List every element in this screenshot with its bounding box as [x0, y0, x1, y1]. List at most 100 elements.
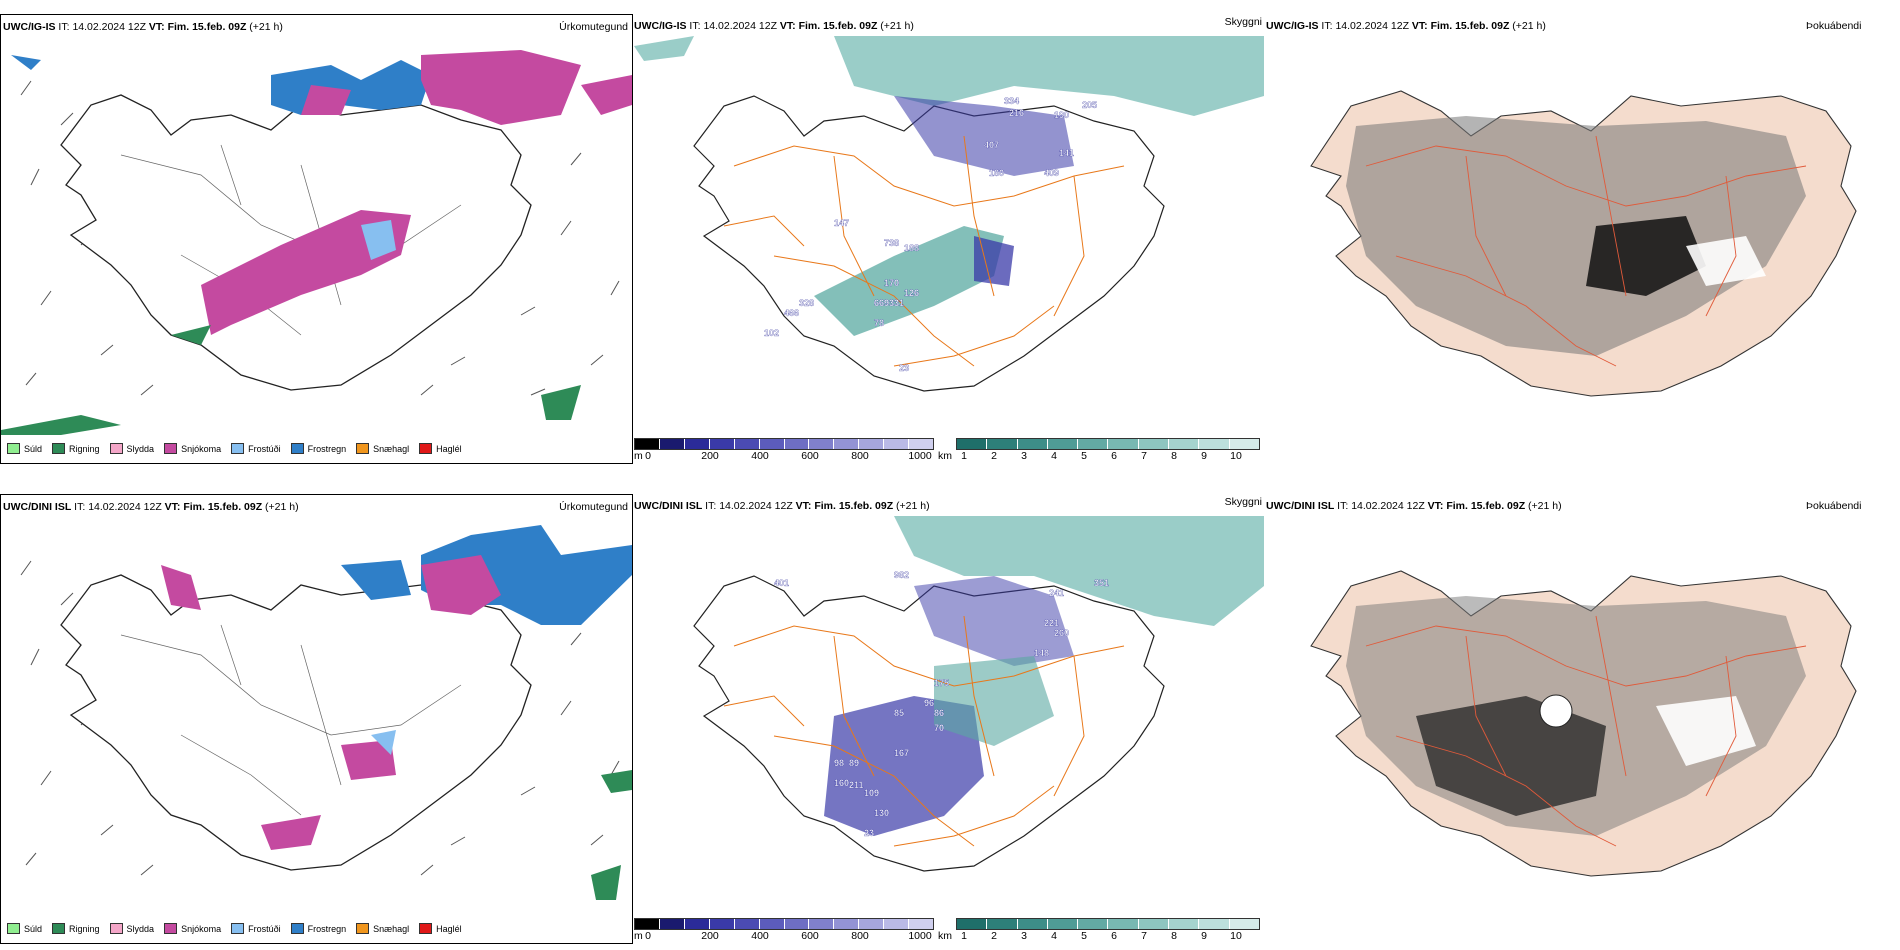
ceiling-scale-labels: 0 200 400 600 800 1000 [634, 930, 934, 942]
legend-swatch [419, 443, 433, 454]
scale-tick: 6 [1111, 930, 1117, 942]
precip-legend: Súld Rigning Slydda Snjókoma Frostúði Fr… [7, 443, 462, 454]
ceiling-scale-cells [634, 438, 934, 450]
legend-swatch [7, 443, 20, 454]
ceiling-value-label: 78 [874, 318, 884, 328]
param-label: Þokuábendi [1806, 500, 1862, 512]
scale-tick: 9 [1201, 930, 1207, 942]
it-label: IT: [689, 20, 701, 32]
legend-swatch [52, 443, 66, 454]
legend-swatch [356, 923, 370, 934]
model-name: UWC/IG-IS [634, 20, 687, 32]
legend-item: Frostúði [231, 923, 281, 934]
legend-swatch [231, 443, 245, 454]
scale-tick: 1 [961, 450, 967, 462]
legend-swatch [52, 923, 66, 934]
valid-time: Fim. 15.feb. 09Z [167, 21, 247, 33]
legend-label: Haglél [436, 443, 462, 454]
visibility-panel-bottom: UWC/DINI ISL IT: 14.02.2024 12Z VT: Fim.… [634, 494, 1326, 944]
lead-time: (+21 h) [249, 21, 283, 33]
legend-label: Rigning [69, 923, 100, 934]
vt-label: VT: [1427, 500, 1444, 512]
ceiling-value-label: 216 [1009, 108, 1024, 118]
ceiling-scale: 0 200 400 600 800 1000 [634, 438, 934, 462]
it-label: IT: [705, 500, 717, 512]
vt-label: VT: [164, 501, 181, 513]
legend-item: Haglél [419, 923, 462, 934]
ceiling-value-label: 982 [894, 570, 909, 580]
precip-type-panel-bottom: UWC/DINI ISL IT: 14.02.2024 12Z VT: Fim.… [0, 494, 633, 944]
panel-header: UWC/IG-IS IT: 14.02.2024 12Z VT: Fim. 15… [1266, 20, 1546, 32]
precip-map [20, 525, 632, 900]
scale-tick: 9 [1201, 450, 1207, 462]
ceiling-unit: m [634, 930, 643, 942]
legend-item: Slydda [109, 443, 155, 454]
legend-item: Frostregn [290, 443, 347, 454]
ceiling-value-label: 89 [849, 758, 859, 768]
ceiling-value-label: 23 [864, 828, 874, 838]
scale-tick: 800 [851, 930, 869, 942]
scale-tick: 3 [1021, 930, 1027, 942]
vt-label: VT: [779, 20, 796, 32]
scale-tick: 4 [1051, 450, 1057, 462]
scale-tick: 1 [961, 930, 967, 942]
init-time: 14.02.2024 12Z [1335, 20, 1409, 32]
init-time: 14.02.2024 12Z [1351, 500, 1425, 512]
legend-item: Slydda [109, 923, 154, 934]
ceiling-value-label: 23 [899, 363, 909, 373]
ceiling-value-label: 407 [984, 140, 999, 150]
scale-tick: 2 [991, 930, 997, 942]
scale-tick: 8 [1171, 450, 1177, 462]
visibility-unit: km [938, 930, 952, 942]
it-label: IT: [1321, 20, 1333, 32]
scale-tick: 400 [751, 450, 769, 462]
legend-swatch [109, 923, 123, 934]
init-time: 14.02.2024 12Z [88, 501, 162, 513]
legend-label: Slydda [126, 443, 155, 454]
ceiling-value-label: 86 [934, 708, 944, 718]
visibility-scale-labels: 1 2 3 4 5 6 7 8 9 10 [956, 450, 1260, 462]
scale-tick: 7 [1141, 450, 1147, 462]
legend-label: Frostúði [248, 923, 281, 934]
legend-label: Súld [24, 923, 43, 934]
ceiling-value-label: 409 [1044, 168, 1059, 178]
ceiling-scale-labels: 0 200 400 600 800 1000 [634, 450, 934, 462]
legend-label: Snæhagl [373, 923, 410, 934]
ceiling-value-label: 211 [849, 780, 864, 790]
scale-tick: 2 [991, 450, 997, 462]
scale-tick: 1000 [908, 930, 932, 942]
valid-time: Fim. 15.feb. 09Z [183, 501, 263, 513]
model-name: UWC/DINI ISL [3, 501, 72, 513]
precip-legend: Súld Rigning Slydda Snjókoma Frostúði Fr… [7, 923, 462, 934]
ceiling-value-label: 334 [1004, 96, 1019, 106]
legend-swatch [164, 923, 178, 934]
ceiling-value-label: 328 [799, 298, 814, 308]
ceiling-unit: m [634, 450, 643, 462]
legend-swatch [7, 923, 20, 934]
scale-tick: 200 [701, 930, 719, 942]
valid-time: Fim. 15.feb. 09Z [798, 20, 878, 32]
it-label: IT: [58, 21, 70, 33]
ceiling-value-label: 160 [834, 778, 849, 788]
vt-label: VT: [148, 21, 165, 33]
visibility-scale: 1 2 3 4 5 6 7 8 9 10 [956, 918, 1260, 942]
legend-label: Frostregn [307, 443, 347, 454]
init-time: 14.02.2024 12Z [703, 20, 777, 32]
it-label: IT: [74, 501, 86, 513]
param-label: Þokuábendi [1806, 20, 1862, 32]
ceiling-value-label: 167 [894, 748, 909, 758]
ceiling-value-label: 175 [934, 678, 949, 688]
legend-swatch [419, 923, 433, 934]
ceiling-value-label: 148 [1034, 648, 1049, 658]
legend-swatch [109, 443, 123, 454]
valid-time: Fim. 15.feb. 09Z [1446, 500, 1526, 512]
scale-tick: 0 [645, 450, 651, 462]
ceiling-scale: 0 200 400 600 800 1000 [634, 918, 934, 942]
scale-tick: 5 [1081, 450, 1087, 462]
scale-tick: 10 [1230, 450, 1242, 462]
lead-time: (+21 h) [1512, 20, 1546, 32]
scale-tick: 8 [1171, 930, 1177, 942]
ceiling-value-label: 221 [1044, 618, 1059, 628]
ceiling-scale-cells [634, 918, 934, 930]
